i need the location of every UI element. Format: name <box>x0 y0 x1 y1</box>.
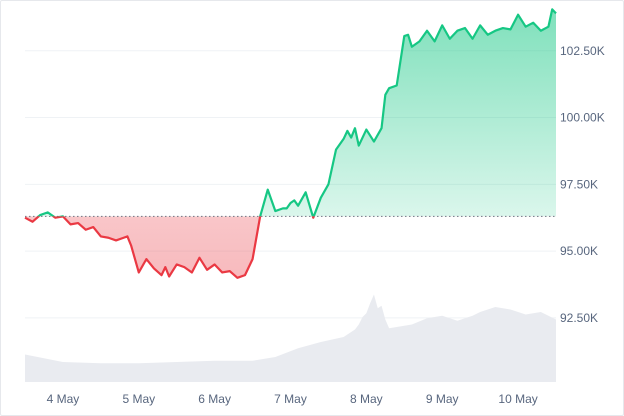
y-axis-labels: 92.50K 95.00K 97.50K 100.00K 102.50K <box>560 44 605 325</box>
y-tick-label: 95.00K <box>560 244 598 258</box>
x-tick-label: 6 May <box>198 392 231 406</box>
x-axis-labels: 4 May 5 May 6 May 7 May 8 May 9 May 10 May <box>47 392 538 406</box>
x-tick-label: 4 May <box>47 392 80 406</box>
volume-series <box>25 294 556 382</box>
price-line-below[interactable] <box>24 9 556 279</box>
price-line-above[interactable] <box>25 8 557 277</box>
price-fill-above <box>38 9 556 217</box>
x-tick-label: 5 May <box>122 392 155 406</box>
x-tick-label: 9 May <box>426 392 459 406</box>
x-tick-label: 7 May <box>274 392 307 406</box>
price-fill <box>25 9 556 278</box>
y-tick-label: 100.00K <box>560 111 605 125</box>
x-tick-label: 10 May <box>498 392 537 406</box>
volume-area <box>25 294 556 382</box>
y-tick-label: 102.50K <box>560 44 605 58</box>
price-fill-below <box>25 216 556 278</box>
y-tick-label: 97.50K <box>560 177 598 191</box>
y-tick-label: 92.50K <box>560 311 598 325</box>
x-tick-label: 8 May <box>350 392 383 406</box>
price-line[interactable] <box>24 8 557 279</box>
